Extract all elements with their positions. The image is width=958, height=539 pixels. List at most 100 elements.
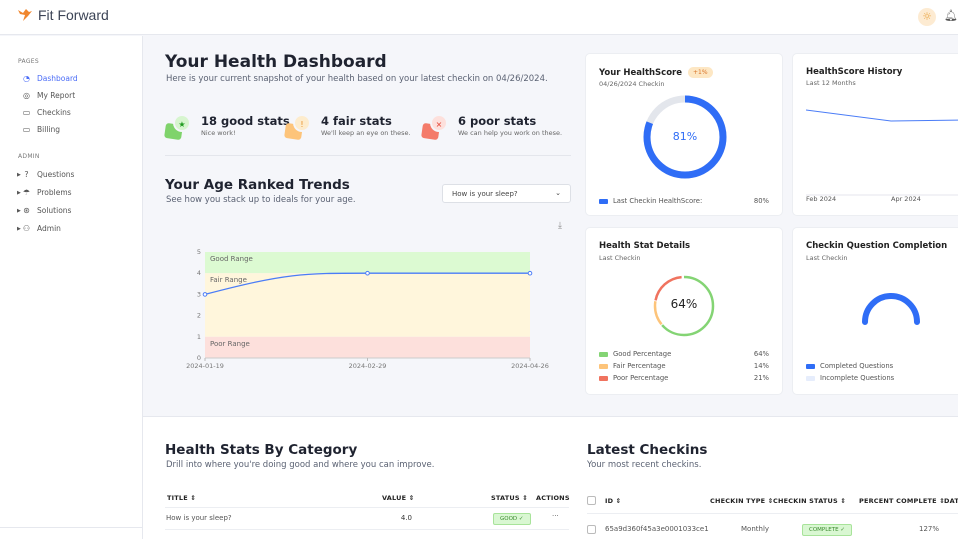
y-tick-label: 5: [197, 248, 201, 256]
stat-badge-icon: !: [284, 114, 313, 142]
legend-item: Poor Percentage 21%: [599, 374, 769, 382]
col-checkin-type[interactable]: CHECKIN TYPE ⇕: [710, 497, 774, 505]
legend-item: Incomplete Questions: [806, 374, 958, 382]
app-name: Fit Forward: [38, 7, 109, 23]
credit-card-icon: ▭: [22, 125, 31, 134]
categories-title: Health Stats By Category: [165, 442, 358, 458]
sun-icon[interactable]: ☼: [918, 8, 936, 26]
fox-logo-icon: [18, 9, 32, 21]
stat-desc: Nice work!: [201, 129, 236, 137]
stat-title: 18 good stats: [201, 114, 290, 128]
sidebar-item-questions[interactable]: ▶? Questions: [17, 170, 75, 179]
details-card: Health Stat Details Last Checkin 64% Goo…: [585, 227, 783, 395]
col-value[interactable]: VALUE ⇕: [382, 494, 415, 502]
col-title[interactable]: TITLE ⇕: [167, 494, 196, 502]
y-tick-label: 1: [197, 333, 201, 341]
sidebar-item-solutions[interactable]: ▶ ⊛ Solutions: [17, 206, 72, 215]
details-arc: [653, 275, 715, 337]
col-date[interactable]: DAT: [944, 497, 958, 505]
caret-right-icon: ▶: [17, 225, 21, 232]
data-point: [202, 292, 208, 297]
sidebar-item-admin[interactable]: ▶ ⚇ Admin: [17, 224, 61, 233]
stat-summary: ! 4 fair stats We'll keep an eye on these…: [284, 114, 411, 142]
col-actions: ACTIONS: [536, 494, 570, 502]
caret-right-icon: ▶: [17, 189, 21, 196]
sidebar-item-billing[interactable]: ▭ Billing: [22, 125, 60, 134]
sidebar-item-label: My Report: [37, 91, 76, 100]
sidebar-item-my-report[interactable]: ◎ My Report: [22, 91, 75, 100]
clock-icon: ◔: [23, 74, 30, 83]
details-arc: [653, 275, 715, 337]
stat-desc: We can help you work on these.: [458, 129, 563, 137]
page-subtitle: Here is your current snapshot of your he…: [166, 74, 548, 84]
col-id[interactable]: ID ⇕: [605, 497, 622, 505]
change-badge: +1%: [688, 67, 713, 78]
sidebar-item-dashboard[interactable]: ◔ Dashboard: [22, 74, 78, 83]
lifebuoy-icon: ⊛: [23, 206, 30, 215]
question-icon: ?: [24, 170, 29, 179]
card-title: Checkin Question Completion: [806, 241, 948, 251]
col-status[interactable]: STATUS ⇕: [491, 494, 528, 502]
checkin-type: Monthly: [741, 525, 770, 533]
range-label: Good Range: [210, 255, 253, 263]
percent-complete: 127%: [919, 525, 940, 533]
checkin-id[interactable]: 65a9d360f45a3e0001033ce1: [605, 525, 709, 533]
stat-badge-icon: ★: [164, 114, 193, 142]
tables-section: [143, 416, 958, 539]
card-subtitle: Last 12 Months: [806, 79, 856, 87]
stat-badge-icon: ×: [421, 114, 450, 142]
completion-gauge: [862, 293, 920, 325]
sidebar-item-label: Solutions: [37, 206, 72, 215]
sidebar-item-checkins[interactable]: ▭ Checkins: [22, 108, 71, 117]
row-value: 4.0: [400, 514, 412, 522]
x-tick-label: Feb 2024: [806, 195, 837, 203]
card-title: Your HealthScore: [599, 68, 683, 78]
sidebar-item-label: Admin: [37, 224, 61, 233]
row-checkbox[interactable]: [587, 525, 596, 534]
row-actions-button[interactable]: ···: [552, 512, 559, 520]
data-point: [365, 270, 370, 276]
completion-card: Checkin Question Completion Last Checkin…: [792, 227, 958, 395]
range-band: [205, 273, 530, 337]
checkins-title: Latest Checkins: [587, 442, 708, 458]
history-line-chart: [806, 109, 958, 196]
history-series-line: [806, 109, 958, 122]
stat-summary: ★ 18 good stats Nice work!: [164, 114, 290, 142]
page-title: Your Health Dashboard: [165, 52, 387, 72]
caret-right-icon: ▶: [17, 171, 21, 178]
sidebar-item-label: Dashboard: [37, 74, 78, 83]
chevron-down-icon: ⌄: [555, 189, 561, 197]
card-title: HealthScore History: [806, 67, 903, 77]
trends-subtitle: See how you stack up to ideals for your …: [166, 195, 356, 205]
sidebar: PAGES ◔ Dashboard ◎ My Report ▭ Checkins ▭ B…: [0, 36, 143, 539]
y-tick-label: 4: [197, 269, 201, 277]
question-select[interactable]: How is your sleep? ⌄: [442, 184, 571, 203]
sidebar-item-problems[interactable]: ▶ ☂ Problems: [17, 188, 72, 197]
select-all-checkbox[interactable]: [587, 496, 596, 505]
app-logo[interactable]: Fit Forward: [17, 7, 109, 23]
bell-icon[interactable]: 🔔︎: [944, 9, 958, 22]
users-icon: ⚇: [22, 224, 31, 233]
sidebar-item-label: Questions: [37, 170, 75, 179]
caret-right-icon: ▶: [17, 207, 21, 214]
range-band: [205, 252, 530, 274]
select-value: How is your sleep?: [452, 190, 518, 198]
details-center-value: 64%: [670, 297, 698, 311]
range-band: [205, 336, 530, 358]
status-badge: COMPLETE ✓: [802, 524, 852, 536]
col-percent-complete[interactable]: PERCENT COMPLETE ⇕: [859, 497, 945, 505]
card-subtitle: 04/26/2024 Checkin: [599, 80, 665, 88]
sidebar-item-label: Checkins: [37, 108, 71, 117]
legend-item: Good Percentage 64%: [599, 350, 769, 358]
y-tick-label: 2: [197, 312, 201, 320]
col-checkin-status[interactable]: CHECKIN STATUS ⇕: [773, 497, 847, 505]
y-tick-label: 0: [197, 354, 201, 362]
download-icon[interactable]: ⤓: [558, 221, 562, 231]
sidebar-item-label: Problems: [37, 188, 72, 197]
stat-title: 4 fair stats: [321, 114, 392, 128]
x-tick-label: 2024-01-19: [186, 362, 224, 370]
x-tick-label: 2024-04-26: [511, 362, 549, 370]
x-tick-label: 2024-02-29: [349, 362, 387, 370]
card-title: Health Stat Details: [599, 241, 691, 251]
divider: [165, 155, 571, 156]
